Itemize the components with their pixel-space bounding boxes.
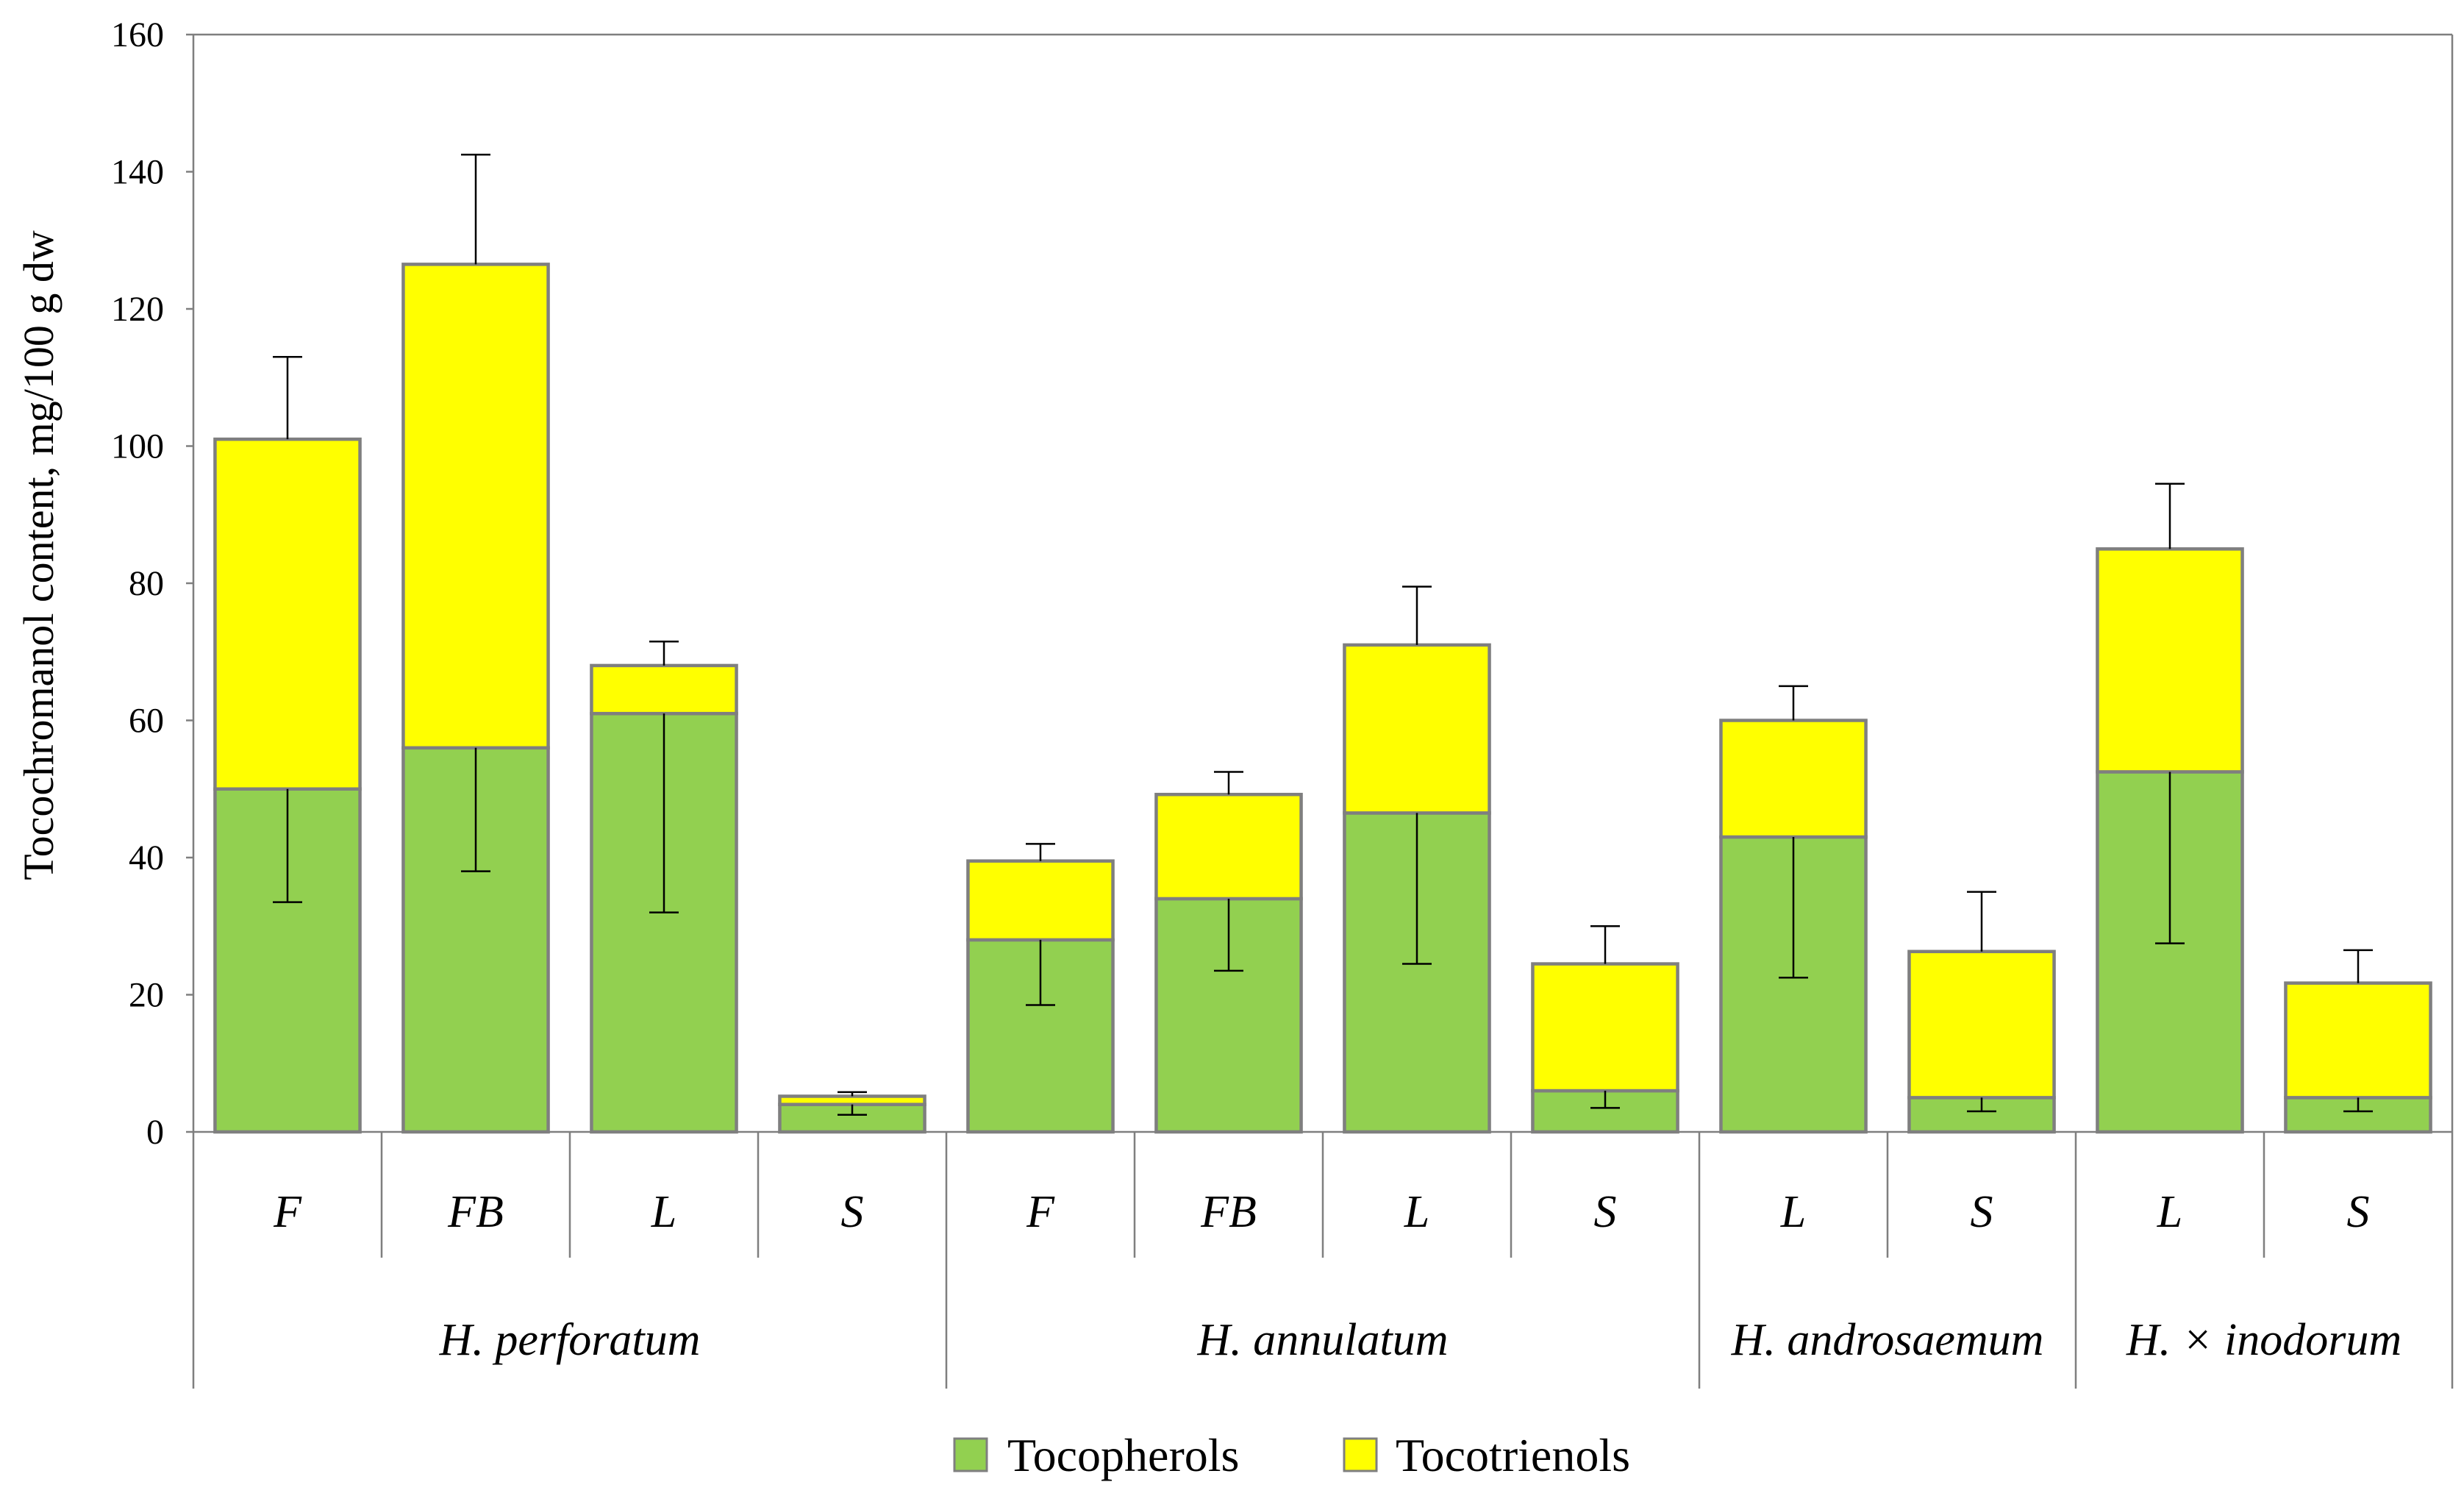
x-group-label: H. × inodorum	[2126, 1315, 2401, 1365]
legend: Tocopherols Tocotrienols	[953, 1429, 1630, 1481]
x-category-label: FB	[447, 1187, 504, 1237]
y-tick-label: 0	[146, 1113, 164, 1152]
bar-tocotrienols	[2096, 547, 2244, 774]
bar-tocotrienols	[2284, 981, 2432, 1100]
y-tick-label: 120	[111, 290, 164, 329]
bar-tocotrienols	[966, 859, 1115, 942]
bar-tocotrienols	[590, 663, 738, 716]
bar-tocotrienols	[1907, 950, 2056, 1100]
bar-tocotrienols	[213, 437, 362, 791]
y-tick-label: 140	[111, 153, 164, 192]
bar-tocopherols	[778, 1102, 926, 1134]
x-axis-groups: H. perforatum H. annulatum H. androsaemum H…	[439, 1315, 2402, 1365]
y-tick-label: 60	[129, 702, 164, 741]
x-category-label: L	[2157, 1187, 2182, 1237]
x-category-label: F	[273, 1187, 302, 1237]
y-tick-label: 40	[129, 838, 164, 877]
x-category-label: FB	[1200, 1187, 1257, 1237]
legend-swatch	[1343, 1437, 1378, 1472]
y-axis-ticks: 0 20 40 60 80 100 120 140 160	[111, 15, 193, 1152]
x-category-label: S	[841, 1187, 864, 1237]
y-tick-label: 100	[111, 427, 164, 466]
x-group-label: H. perforatum	[439, 1315, 701, 1365]
error-bars-layer	[273, 153, 2373, 1116]
bar-tocotrienols	[1531, 962, 1679, 1093]
y-tick-label: 20	[129, 976, 164, 1015]
y-axis-label: Tocochromanol content, mg/100 g dw	[15, 230, 63, 880]
legend-label: Tocopherols	[1007, 1429, 1239, 1481]
bar-tocotrienols	[1719, 719, 1868, 839]
legend-label: Tocotrienols	[1396, 1429, 1630, 1481]
x-category-label: S	[2347, 1187, 2370, 1237]
bar-tocotrienols	[401, 263, 550, 750]
x-category-label: S	[1594, 1187, 1617, 1237]
x-category-label: S	[1971, 1187, 1993, 1237]
legend-swatch	[953, 1437, 988, 1472]
x-group-label: H. androsaemum	[1731, 1315, 2044, 1365]
bar-tocotrienols	[778, 1094, 926, 1106]
x-category-label: L	[1780, 1187, 1806, 1237]
y-tick-label: 80	[129, 564, 164, 603]
bars-layer	[213, 263, 2432, 1134]
x-category-label: L	[651, 1187, 676, 1237]
x-group-label: H. annulatum	[1197, 1315, 1449, 1365]
x-axis-categories: F FB L S F FB L S L S L S	[273, 1187, 2369, 1237]
x-category-label: F	[1026, 1187, 1055, 1237]
y-tick-label: 160	[111, 15, 164, 54]
bar-tocotrienols	[1343, 643, 1491, 815]
x-category-label: L	[1404, 1187, 1429, 1237]
bar-tocotrienols	[1154, 792, 1303, 901]
